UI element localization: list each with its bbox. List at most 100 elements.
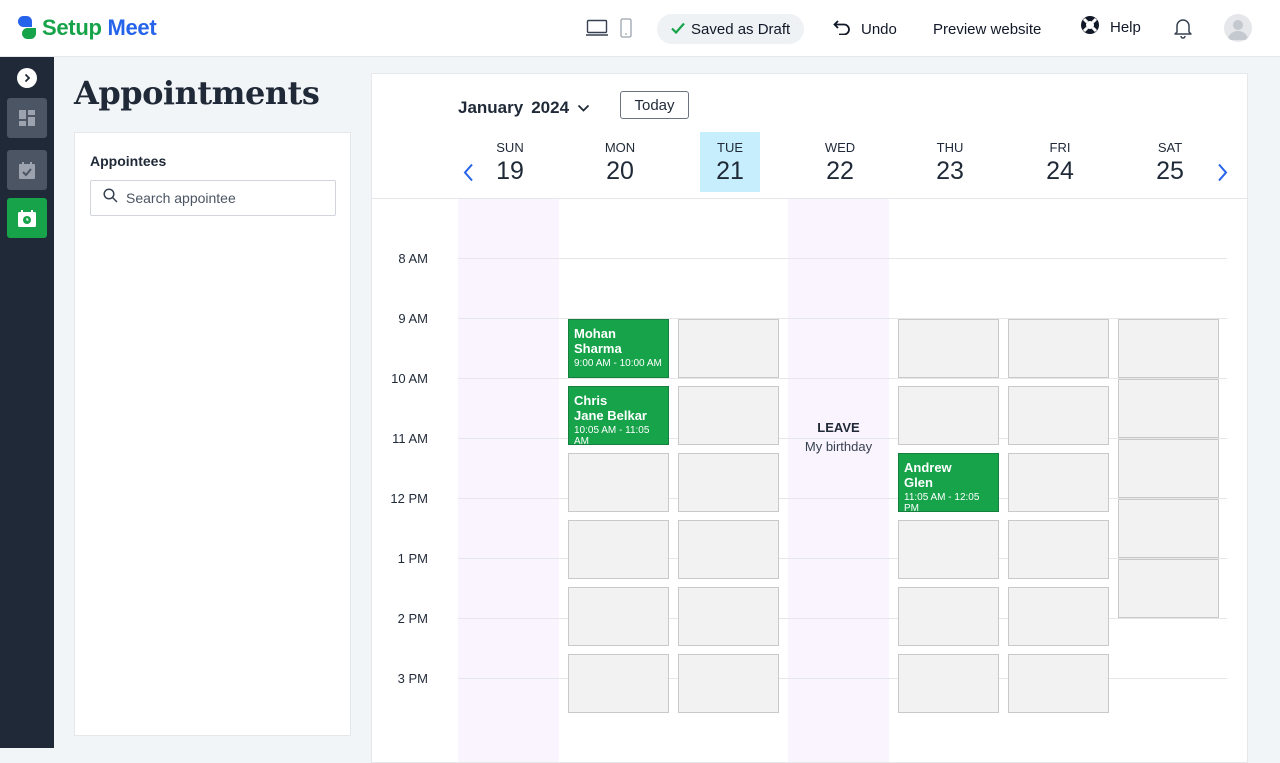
day-of-week: THU [936,140,964,155]
month-selector[interactable]: January 2024 [458,98,590,118]
day-header-sat[interactable]: SAT 25 [1140,132,1200,192]
appointment-time: 9:00 AM - 10:00 AM [574,358,662,369]
day-header-wed[interactable]: WED 22 [810,132,870,192]
leave-block[interactable]: LEAVE My birthday [788,420,889,454]
hour-label: 3 PM [397,671,428,686]
time-grid: 8 AM 9 AM 10 AM 11 AM 12 PM 1 PM 2 PM 3 … [372,199,1247,762]
hour-line [458,438,1227,439]
unavailable-column-wed [788,199,889,762]
logo-text-part1: Setup [42,15,102,40]
day-header-sun[interactable]: SUN 19 [480,132,540,192]
open-slot[interactable] [568,520,669,579]
page-title: Appointments [74,74,320,112]
undo-icon [833,19,851,39]
hour-label: 12 PM [390,491,428,506]
chevron-right-icon [1217,163,1227,181]
rail-item-appointments[interactable] [7,198,47,238]
hour-line [458,678,1227,679]
leave-reason: My birthday [804,439,873,454]
search-appointee-input[interactable] [126,190,326,206]
day-header-thu[interactable]: THU 23 [920,132,980,192]
hour-label: 2 PM [397,611,428,626]
chevron-left-icon [463,163,473,181]
saved-status-label: Saved as Draft [691,20,791,38]
open-slot[interactable] [1118,499,1219,558]
day-of-week: SUN [496,140,524,155]
open-slot[interactable] [678,587,779,646]
hour-line [458,618,1227,619]
bell-icon[interactable] [1173,17,1193,44]
hour-line [458,558,1227,559]
next-week-button[interactable] [1213,162,1231,182]
expand-sidebar-button[interactable] [17,68,37,88]
rail-item-dashboard[interactable] [7,98,47,138]
saved-status: Saved as Draft [657,14,805,44]
open-slot[interactable] [678,654,779,713]
open-slot[interactable] [898,520,999,579]
open-slot[interactable] [568,453,669,512]
day-number: 22 [826,157,854,185]
open-slot[interactable] [1118,559,1219,618]
open-slot[interactable] [1118,319,1219,378]
open-slot[interactable] [1008,587,1109,646]
open-slot[interactable] [1008,654,1109,713]
day-header-fri[interactable]: FRI 24 [1030,132,1090,192]
leave-label: LEAVE [817,420,860,435]
open-slot[interactable] [898,386,999,445]
open-slot[interactable] [678,453,779,512]
hour-label: 8 AM [398,251,428,266]
chevron-down-icon [577,98,590,118]
desktop-icon[interactable] [586,19,608,42]
check-icon [671,21,685,38]
open-slot[interactable] [1118,379,1219,438]
help-label: Help [1110,18,1141,36]
open-slot[interactable] [1008,453,1109,512]
open-slot[interactable] [568,654,669,713]
appointment-card[interactable]: Mohan Sharma 9:00 AM - 10:00 AM [568,319,669,378]
hour-line [458,378,1227,379]
help-button[interactable]: Help [1080,12,1141,42]
appointees-title: Appointees [90,153,167,169]
undo-button[interactable]: Undo [833,14,897,44]
day-number: 21 [716,157,744,185]
undo-label: Undo [861,20,897,38]
appointment-card[interactable]: Andrew Glen 11:05 AM - 12:05 PM [898,453,999,514]
open-slot[interactable] [1008,319,1109,378]
day-of-week: FRI [1049,140,1071,155]
avatar[interactable] [1224,14,1252,42]
preview-website-button[interactable]: Preview website [933,14,1041,44]
open-slot[interactable] [898,587,999,646]
lifebuoy-icon [1080,15,1100,39]
open-slot[interactable] [898,319,999,378]
open-slot[interactable] [1008,386,1109,445]
device-toggle [586,18,632,43]
day-header-mon[interactable]: MON 20 [590,132,650,192]
day-of-week: TUE [717,140,743,155]
open-slot[interactable] [678,319,779,378]
appointment-card[interactable]: Chris Jane Belkar 10:05 AM - 11:05 AM [568,386,669,447]
header-divider [372,198,1247,199]
open-slot[interactable] [568,587,669,646]
logo-text: Setup Meet [42,15,157,41]
logo-text-part2: Meet [107,15,157,40]
open-slot[interactable] [678,520,779,579]
preview-website-label: Preview website [933,20,1042,38]
day-number: 25 [1156,157,1184,185]
appointment-time: 11:05 AM - 12:05 PM [904,492,980,514]
logo-icon [18,16,36,40]
top-bar: Setup Meet Saved as Draft Undo Preview w… [0,0,1280,57]
prev-week-button[interactable] [459,162,477,182]
rail-item-tasks[interactable] [7,150,47,190]
appointment-name: Mohan [574,326,616,341]
open-slot[interactable] [898,654,999,713]
day-header-tue-today[interactable]: TUE 21 [700,132,760,192]
open-slot[interactable] [1118,439,1219,498]
appointment-name: Andrew [904,460,952,475]
open-slot[interactable] [678,386,779,445]
today-button[interactable]: Today [620,91,689,119]
mobile-icon[interactable] [620,18,632,43]
logo[interactable]: Setup Meet [18,14,157,42]
hour-line [458,258,1227,259]
search-box [90,180,336,216]
open-slot[interactable] [1008,520,1109,579]
